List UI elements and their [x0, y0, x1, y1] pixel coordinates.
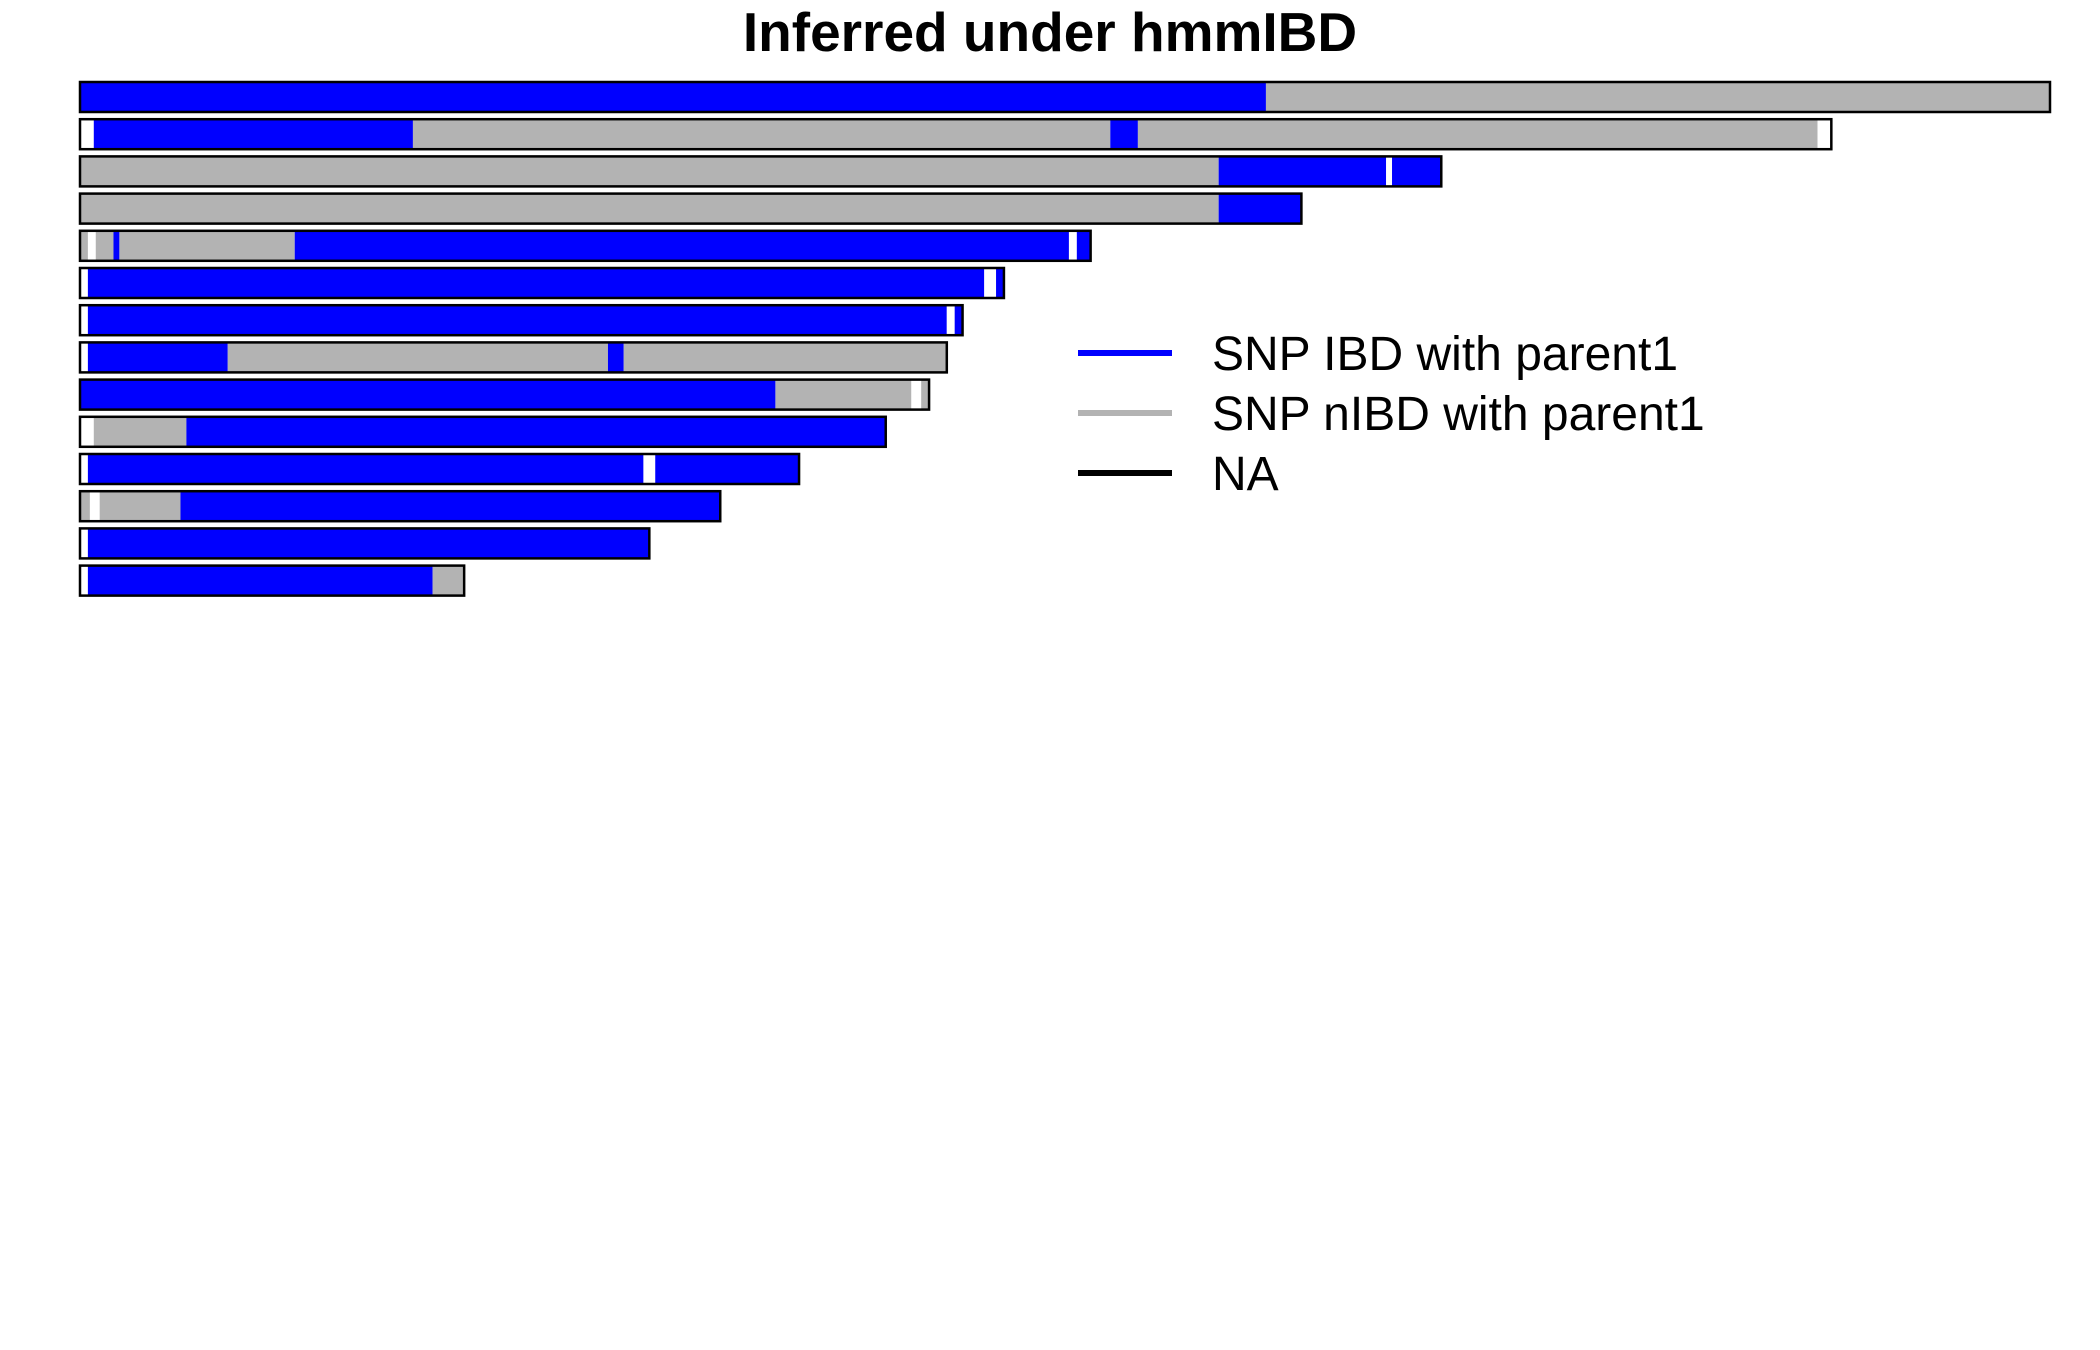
segment-ibd	[87, 342, 228, 373]
segment-na	[80, 454, 88, 484]
legend: SNP IBD with parent1 SNP nIBD with paren…	[1078, 328, 1705, 501]
chromosome-bar	[78, 192, 1303, 225]
segment-na	[89, 491, 100, 522]
segment-na	[1386, 156, 1393, 187]
chromosome-outline	[78, 192, 1303, 225]
chromosome-bar	[78, 266, 1006, 300]
segment-ibd	[80, 82, 1266, 112]
chromosome-bar	[78, 452, 801, 486]
segment-nibd	[921, 379, 930, 410]
legend-label-na: NA	[1212, 448, 1279, 501]
segment-na	[80, 528, 88, 559]
segment-ibd	[87, 565, 433, 596]
chromosome-bar	[78, 527, 651, 560]
segment-ibd	[1392, 156, 1442, 187]
segment-nibd	[80, 156, 1219, 187]
chromosome-bar	[78, 117, 1833, 151]
segment-nibd	[119, 230, 295, 261]
segment-nibd	[623, 342, 947, 373]
chromosome-outline	[78, 117, 1833, 151]
legend-label-ibd: SNP IBD with parent1	[1212, 328, 1678, 381]
segment-ibd	[655, 454, 800, 484]
chromosome-bar	[78, 155, 1443, 188]
chromosome-bar	[78, 341, 949, 374]
segment-ibd	[1218, 193, 1302, 224]
segment-ibd	[180, 491, 721, 522]
chromosome-bar	[78, 378, 931, 411]
segment-na	[1068, 230, 1077, 261]
chromosome-bar	[78, 564, 466, 597]
segment-nibd	[775, 379, 912, 410]
legend-label-nibd: SNP nIBD with parent1	[1212, 388, 1705, 441]
chromosome-outline	[78, 266, 1006, 300]
segment-na	[80, 268, 88, 298]
segment-na	[911, 379, 922, 410]
chromosome-outline	[78, 452, 801, 486]
chromosome-outline	[78, 378, 931, 411]
chromosome-outline	[78, 415, 887, 449]
segment-nibd	[80, 230, 114, 261]
segment-na	[80, 342, 88, 373]
chromosome-bar	[78, 415, 887, 449]
segment-ibd	[87, 268, 985, 298]
chromosome-outline	[78, 80, 2052, 114]
segment-na	[643, 454, 656, 484]
segment-na	[80, 119, 94, 150]
chromosome-outline	[78, 229, 1092, 263]
segment-ibd	[87, 454, 644, 484]
segment-ibd	[186, 416, 886, 447]
segment-ibd	[87, 305, 947, 336]
chromosome-outline	[78, 155, 1443, 188]
segment-ibd	[93, 119, 413, 150]
chromosome-outline	[78, 341, 949, 374]
chart-title: Inferred under hmmIBD	[742, 1, 1358, 63]
segment-nibd	[1265, 82, 2050, 112]
segment-na	[80, 416, 94, 447]
segment-nibd	[412, 119, 1111, 150]
chromosome-outline	[78, 489, 722, 523]
segment-ibd	[294, 230, 1069, 261]
segment-nibd	[93, 416, 187, 447]
chromosome-bar	[78, 303, 964, 337]
segment-nibd	[227, 342, 608, 373]
segment-nibd	[432, 565, 465, 596]
segment-ibd	[954, 305, 963, 336]
chromosome-bar	[78, 229, 1092, 263]
chromosome-bars	[78, 80, 2052, 597]
segment-ibd	[1110, 119, 1138, 150]
segment-na	[87, 230, 96, 261]
segment-ibd	[1076, 230, 1091, 261]
chromosome-outline	[78, 564, 466, 597]
segment-ibd	[87, 528, 650, 559]
chromosome-bar	[78, 489, 722, 523]
segment-na	[1817, 119, 1832, 150]
segment-ibd	[1218, 156, 1387, 187]
segment-ibd	[996, 268, 1004, 298]
chromosome-outline	[78, 527, 651, 560]
segment-na	[80, 565, 88, 596]
chromosome-bar	[78, 80, 2052, 114]
segment-nibd	[80, 193, 1219, 224]
segment-na	[984, 268, 997, 298]
segment-nibd	[1137, 119, 1818, 150]
segment-ibd	[80, 379, 776, 410]
segment-ibd	[607, 342, 624, 373]
segment-na	[946, 305, 955, 336]
segment-ibd	[113, 230, 120, 261]
segment-na	[80, 305, 88, 336]
chromosome-outline	[78, 303, 964, 337]
